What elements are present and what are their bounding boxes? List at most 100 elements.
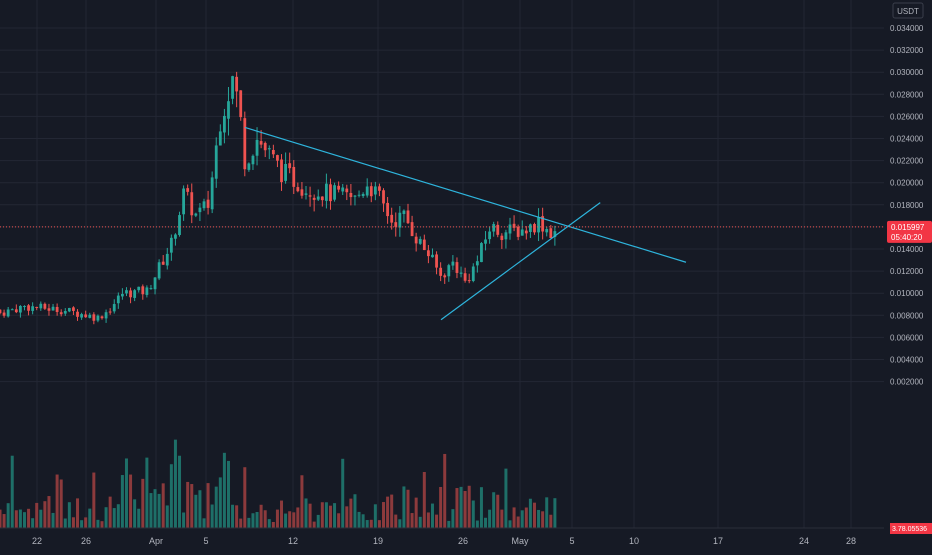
volume-bar xyxy=(186,481,190,528)
volume-bar xyxy=(51,512,55,528)
volume-bar xyxy=(194,494,198,528)
candle-body xyxy=(304,193,308,195)
candle-body xyxy=(492,224,496,232)
candle-body xyxy=(280,159,283,183)
y-tick-label: 0.010000 xyxy=(890,289,924,298)
volume-bar xyxy=(182,512,186,528)
candle-body xyxy=(333,185,336,200)
volume-bar xyxy=(443,453,447,528)
candle-body xyxy=(67,307,71,312)
candle-body xyxy=(161,261,165,265)
volume-bar xyxy=(284,513,288,528)
candle-body xyxy=(504,232,508,240)
candle-body xyxy=(296,187,300,192)
x-tick-label: 22 xyxy=(32,536,42,546)
candle-body xyxy=(410,222,414,237)
candle-body xyxy=(182,188,185,215)
volume-bar xyxy=(169,464,173,528)
volume-bar xyxy=(541,511,545,528)
candle-body xyxy=(129,290,132,298)
volume-bar xyxy=(22,512,26,528)
volume-bar xyxy=(414,497,418,528)
candle-body xyxy=(206,199,210,208)
volume-bar xyxy=(263,510,267,528)
candle-body xyxy=(76,311,79,317)
volume-bar xyxy=(369,519,373,528)
volume-bar xyxy=(520,510,524,528)
candle-body xyxy=(308,195,312,197)
volume-bar xyxy=(504,468,508,528)
candle-body xyxy=(447,265,451,277)
candle-body xyxy=(202,201,206,209)
candle-body xyxy=(300,189,304,196)
volume-bar xyxy=(410,513,414,528)
volume-bar xyxy=(280,500,284,528)
volume-bar xyxy=(275,509,279,528)
candle-body xyxy=(31,306,35,311)
volume-bar xyxy=(390,494,394,528)
price-axis: USDT 0.034000 0.032000 0.030000 0.028000 0.02… xyxy=(884,0,932,550)
volume-bar xyxy=(239,518,243,528)
volume-bars xyxy=(0,439,557,528)
trendline xyxy=(244,126,687,263)
volume-bar xyxy=(10,455,14,528)
trendline xyxy=(440,202,601,321)
volume-bar xyxy=(333,503,337,528)
candle-body xyxy=(112,304,116,312)
candle-body xyxy=(59,312,63,315)
volume-bar xyxy=(422,471,426,528)
candle-body xyxy=(455,262,459,273)
volume-bar xyxy=(14,510,18,528)
volume-bar xyxy=(6,503,10,528)
candle-body xyxy=(373,186,377,195)
volume-bar xyxy=(463,491,467,528)
volume-bar xyxy=(549,514,553,528)
candle-body xyxy=(153,277,157,290)
currency-label: USDT xyxy=(897,7,919,16)
volume-bar xyxy=(300,475,304,528)
volume-bar xyxy=(198,490,202,528)
volume-bar xyxy=(55,474,59,528)
time-axis-bg xyxy=(0,528,884,550)
volume-bar xyxy=(35,502,39,528)
volume-bar xyxy=(320,502,324,528)
candle-body xyxy=(190,192,194,216)
volume-bar xyxy=(210,504,214,528)
y-tick-label: 0.024000 xyxy=(890,135,924,144)
candle-body xyxy=(394,222,398,227)
volume-bar xyxy=(508,520,512,528)
candle-body xyxy=(382,190,385,204)
volume-bar xyxy=(500,509,504,528)
y-tick-label: 0.014000 xyxy=(890,245,924,254)
volume-bar xyxy=(406,489,410,528)
volume-bar xyxy=(124,458,128,528)
volume-bar xyxy=(316,514,320,528)
candle-body xyxy=(545,229,549,233)
candle-body xyxy=(96,315,100,321)
volume-bar xyxy=(292,512,296,528)
candle-body xyxy=(145,287,149,295)
trendlines xyxy=(244,126,687,321)
candle-body xyxy=(55,306,59,312)
volume-bar xyxy=(349,498,353,528)
volume-bar xyxy=(492,492,496,528)
volume-bar xyxy=(153,489,157,528)
volume-bar xyxy=(157,493,161,528)
candle-body xyxy=(463,273,467,281)
candle-body xyxy=(116,295,120,304)
candle-body xyxy=(484,239,487,244)
volume-bar xyxy=(259,504,263,528)
candle-body xyxy=(512,223,516,228)
candle-body xyxy=(361,193,365,197)
volume-bar xyxy=(218,477,222,528)
volume-bar xyxy=(202,518,206,528)
x-tick-label: 12 xyxy=(288,536,298,546)
candle-body xyxy=(223,115,226,133)
candle-body xyxy=(243,118,247,170)
volume-bar xyxy=(516,516,520,528)
volume-bar xyxy=(108,496,112,528)
volume-bar xyxy=(2,514,6,528)
volume-bar xyxy=(80,520,84,528)
volume-bar xyxy=(488,509,492,528)
